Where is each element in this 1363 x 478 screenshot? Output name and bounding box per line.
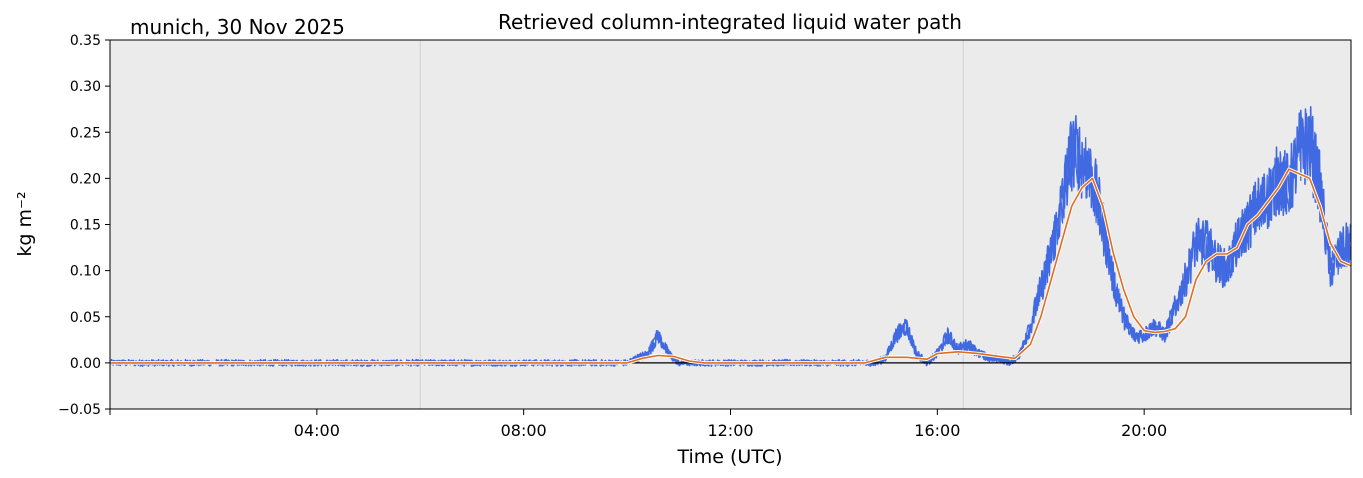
y-tick-label: 0.00 <box>70 356 101 372</box>
y-tick-label: −0.05 <box>58 402 101 418</box>
smoothed-line <box>110 168 1352 364</box>
y-axis-label: kg m⁻² <box>14 191 36 256</box>
x-axis: 04:00 08:00 12:00 16:00 20:00 <box>109 409 1352 440</box>
x-tick-label: 08:00 <box>501 421 547 440</box>
chart-subtitle: munich, 30 Nov 2025 <box>130 15 345 39</box>
y-tick-label: 0.15 <box>70 218 101 234</box>
x-tick-label: 20:00 <box>1121 421 1167 440</box>
y-tick-label: 0.35 <box>70 33 101 49</box>
chart-title: Retrieved column-integrated liquid water… <box>498 10 962 34</box>
smoothed-series <box>110 167 1352 365</box>
y-tick-label: 0.30 <box>70 79 101 95</box>
x-axis-label: Time (UTC) <box>676 446 782 468</box>
plot-area <box>110 40 1351 409</box>
y-axis: −0.05 0.00 0.05 0.10 0.15 0.20 0.25 0.30 0.35 <box>58 33 110 418</box>
y-tick-label: 0.20 <box>70 171 101 187</box>
y-tick-label: 0.05 <box>70 310 101 326</box>
y-tick-label: 0.10 <box>70 264 101 280</box>
y-tick-label: 0.25 <box>70 125 101 141</box>
x-tick-label: 12:00 <box>707 421 753 440</box>
x-tick-label: 04:00 <box>294 421 340 440</box>
x-tick-label: 16:00 <box>914 421 960 440</box>
